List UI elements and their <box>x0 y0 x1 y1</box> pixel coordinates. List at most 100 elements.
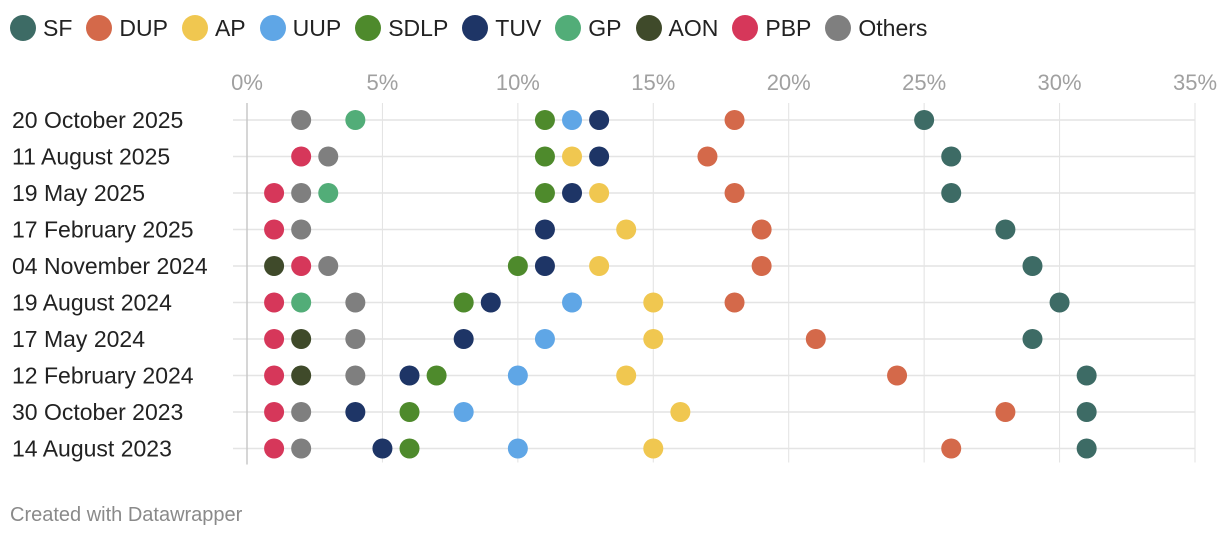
dot-sdlp <box>534 146 555 167</box>
legend-item-aon: AON <box>635 14 719 42</box>
legend-item-others: Others <box>825 15 927 42</box>
dot-tuv <box>372 438 393 459</box>
dot-ap <box>643 438 664 459</box>
x-tick-label: 15% <box>631 70 675 95</box>
dot-others <box>345 329 366 349</box>
dot-dup <box>724 183 745 203</box>
dot-sdlp <box>399 402 420 422</box>
dot-sdlp <box>534 110 555 130</box>
dot-tuv <box>534 256 555 276</box>
dot-ap <box>616 219 637 240</box>
legend-label: PBP <box>765 14 812 41</box>
legend-swatch <box>10 15 36 41</box>
dot-sf <box>914 110 935 130</box>
dot-tuv <box>589 146 610 167</box>
dot-sf <box>1022 329 1043 349</box>
dot-others <box>291 110 312 130</box>
legend-swatch <box>462 15 489 41</box>
category-label: 19 May 2025 <box>12 180 145 206</box>
category-label: 19 August 2024 <box>12 290 172 316</box>
dot-sdlp <box>399 438 420 459</box>
dot-sf <box>995 219 1016 240</box>
legend-swatch <box>635 15 662 41</box>
category-label: 17 February 2025 <box>12 217 194 243</box>
dot-tuv <box>345 402 366 422</box>
dot-others <box>291 402 312 422</box>
legend-swatch <box>825 15 852 41</box>
x-tick-label: 20% <box>767 70 811 95</box>
legend-item-pbp: PBP <box>732 15 811 42</box>
dot-ap <box>589 256 610 276</box>
dot-sf <box>941 183 962 203</box>
dot-dup <box>724 110 745 130</box>
legend-label: AP <box>214 14 246 41</box>
dot-sf <box>1076 438 1097 459</box>
dot-aon <box>291 365 312 386</box>
dot-others <box>318 256 339 276</box>
dot-others <box>291 183 312 203</box>
category-label: 04 November 2024 <box>12 253 208 279</box>
legend-swatch <box>86 15 113 41</box>
dot-dup <box>805 329 826 349</box>
credit-footer: Created with Datawrapper <box>10 504 243 526</box>
dot-uup <box>562 110 583 130</box>
dot-tuv <box>453 329 474 349</box>
category-label: 14 August 2023 <box>12 436 172 462</box>
dot-dup <box>751 219 772 240</box>
legend-label: TUV <box>495 14 542 41</box>
dot-ap <box>562 146 583 167</box>
category-label: 17 May 2024 <box>12 326 145 352</box>
dot-gp <box>291 292 312 313</box>
dot-sf <box>941 146 962 167</box>
category-label: 11 August 2025 <box>12 144 170 170</box>
dot-others <box>291 438 312 459</box>
dot-uup <box>534 329 555 349</box>
dot-pbp <box>264 183 285 203</box>
legend-swatch <box>355 15 382 41</box>
dot-tuv <box>562 183 583 203</box>
category-label: 20 October 2025 <box>12 107 183 133</box>
legend-item-sf: SF <box>10 15 72 42</box>
dot-tuv <box>589 110 610 130</box>
legend-label: UUP <box>292 14 342 41</box>
dot-ap <box>589 183 610 203</box>
legend-item-gp: GP <box>555 14 622 42</box>
x-tick-label: 5% <box>367 70 399 95</box>
dot-ap <box>670 402 691 422</box>
legend-swatch <box>732 15 759 41</box>
dot-plot-chart: 0% 5% 10% 15% 20% 25% 30% 35% 20 October 2025 11 … <box>12 70 1217 465</box>
dot-tuv <box>480 292 501 313</box>
dot-others <box>345 292 366 313</box>
dot-pbp <box>264 438 285 459</box>
dot-ap <box>643 329 664 349</box>
dot-sf <box>1022 256 1043 276</box>
legend-label: AON <box>668 14 719 41</box>
dot-uup <box>507 365 528 386</box>
legend-item-dup: DUP <box>86 15 168 42</box>
legend-item-ap: AP <box>181 14 246 42</box>
x-tick-label: 25% <box>902 70 946 95</box>
dot-gp <box>345 110 366 130</box>
dot-dup <box>995 402 1016 422</box>
dot-dup <box>887 365 908 386</box>
category-label: 12 February 2024 <box>12 363 194 389</box>
dot-sf <box>1076 365 1097 386</box>
dot-sdlp <box>507 256 528 276</box>
dot-uup <box>562 292 583 313</box>
dot-pbp <box>264 365 285 386</box>
dot-others <box>291 219 312 240</box>
dot-pbp <box>291 256 312 276</box>
dot-pbp <box>264 329 285 349</box>
legend-swatch <box>181 15 208 41</box>
dot-sf <box>1049 292 1070 313</box>
legend-label: GP <box>588 14 622 41</box>
legend-swatch <box>259 15 286 41</box>
dot-uup <box>507 438 528 459</box>
dot-pbp <box>264 292 285 313</box>
legend-item-tuv: TUV <box>462 15 541 42</box>
dot-sdlp <box>426 365 447 386</box>
dot-dup <box>697 146 718 167</box>
dot-sdlp <box>534 183 555 203</box>
dot-uup <box>453 402 474 422</box>
dot-pbp <box>264 219 285 240</box>
